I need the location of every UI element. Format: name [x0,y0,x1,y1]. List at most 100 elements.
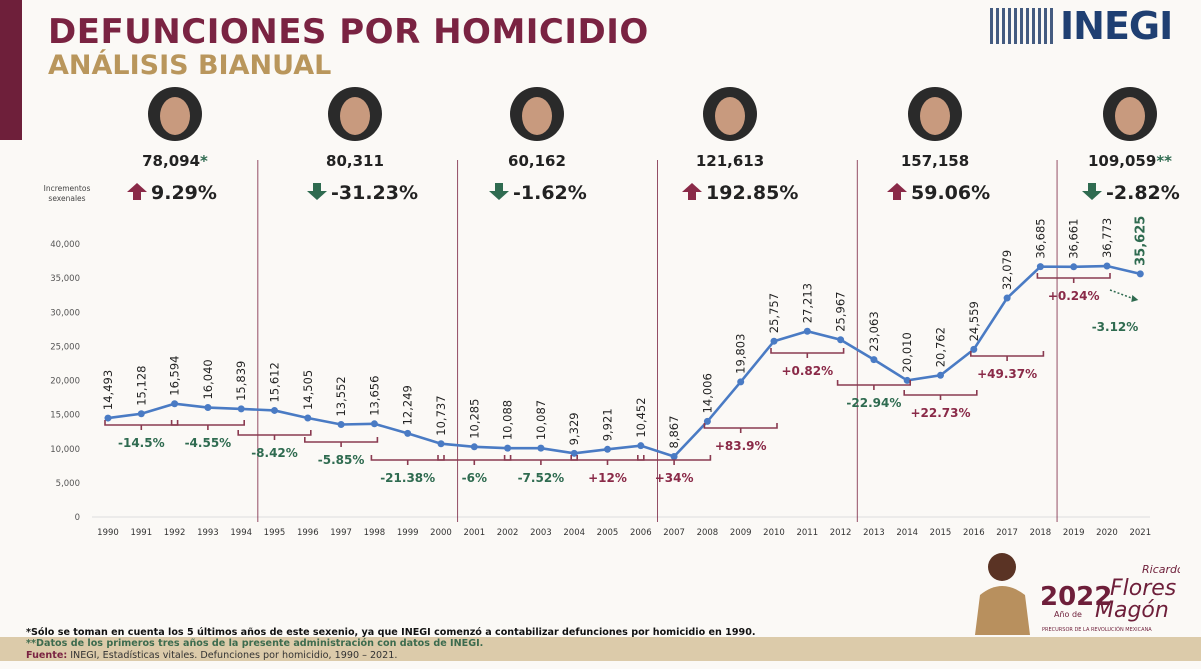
x-tick-label: 2003 [530,528,552,538]
x-tick-label: 1992 [164,528,186,538]
president-face [160,97,190,135]
x-tick-label: 2017 [996,528,1018,538]
change-label: -21.38% [380,471,435,485]
x-tick-label: 2021 [1129,528,1151,538]
source-label: Fuente: [26,650,68,661]
data-point [271,406,278,414]
data-label: 24,559 [967,301,981,341]
data-point [437,440,445,448]
y-tick-label: 0 [75,513,80,523]
page-title: DEFUNCIONES POR HOMICIDIO [48,12,649,52]
president-card: 121,613 192.85% [682,87,798,204]
data-point [903,376,911,384]
data-point [304,414,312,422]
svg-text:Magón: Magón [1095,598,1169,623]
data-point [137,410,145,418]
change-bracket [903,390,978,400]
x-tick-label: 1994 [230,528,252,538]
data-label: 8,867 [667,416,681,449]
data-label: 36,773 [1100,218,1114,258]
change-label: -22.94% [846,396,901,410]
president-face [920,97,950,135]
total-value: 80,311 [326,152,384,170]
sexenio-total: 80,311 [326,152,384,170]
change-bracket [1036,273,1111,283]
data-label: 36,685 [1033,218,1047,258]
svg-text:2022: 2022 [1040,582,1112,612]
x-tick-label: 2005 [597,528,619,538]
sexenio-total: 157,158 [901,152,969,170]
president-card: 78,094* 9.29% [127,87,217,204]
president-card: 80,311 -31.23% [307,87,418,204]
data-point [1070,263,1078,271]
y-tick-label: 40,000 [50,240,80,250]
data-point [937,371,944,379]
data-label: 10,452 [634,397,648,437]
arrow-up-icon [127,183,147,200]
data-label: 10,088 [501,400,515,440]
data-label: 14,006 [700,373,714,413]
sexenio-total: 109,059** [1088,152,1172,170]
inegi-logo-mark [990,8,1054,44]
x-tick-label: 1998 [364,528,386,538]
change-label: +12% [588,471,627,485]
change-bracket [237,430,312,440]
data-point [837,336,845,344]
data-point [104,414,112,422]
data-point [1103,262,1111,270]
data-point [604,445,611,453]
change-bracket [770,348,845,358]
sexenio-total: 60,162 [508,152,566,170]
change-label: -14.5% [118,436,165,450]
x-tick-label: 2020 [1096,528,1118,538]
footnote-1: *Sólo se toman en cuenta los 5 últimos a… [26,627,756,638]
sexenal-label-word: sexenales [48,194,85,203]
x-tick-label: 2011 [796,528,818,538]
arrow-down-icon [1082,183,1102,200]
data-label: 13,552 [334,376,348,416]
x-tick-label: 2010 [763,528,785,538]
data-label: 15,612 [268,362,282,402]
total-value: 157,158 [901,152,969,170]
arrow-down-icon [489,183,509,200]
data-label: 19,803 [734,334,748,374]
total-value: 60,162 [508,152,566,170]
president-card: 109,059** -2.82% [1082,87,1180,204]
x-tick-label: 2001 [463,528,485,538]
x-tick-label: 1999 [397,528,419,538]
data-label: 12,249 [401,385,415,425]
flores-magon-badge: 2022 Año de Ricardo Flores Magón PRECURS… [975,553,1180,635]
change-bracket [503,455,578,465]
data-point [737,378,745,386]
president-card: 60,162 -1.62% [489,87,587,204]
change-label: -5.85% [318,453,365,467]
y-tick-label: 35,000 [50,274,80,284]
footnote-2: **Datos de los primeros tres años de la … [26,638,484,649]
x-tick-label: 1993 [197,528,219,538]
arrow-up-icon [682,183,702,200]
x-tick-label: 1997 [330,528,352,538]
data-point [770,337,778,345]
svg-text:Ricardo: Ricardo [1142,563,1180,576]
data-label: 15,128 [134,366,148,406]
change-label: -4.55% [185,436,232,450]
x-tick-label: 2008 [697,528,719,538]
sexenio-change: -2.82% [1106,182,1180,204]
y-tick-label: 25,000 [50,342,80,352]
data-label: 10,737 [434,395,448,435]
x-tick-label: 2007 [663,528,685,538]
x-tick-label: 2012 [830,528,852,538]
x-tick-label: 2016 [963,528,985,538]
data-point [1036,263,1044,271]
left-accent-bar [0,0,22,140]
data-point [570,449,578,457]
x-tick-label: 2019 [1063,528,1085,538]
change-label: +49.37% [977,367,1037,381]
sexenio-total: 121,613 [696,152,764,170]
data-label: 20,010 [900,332,914,372]
data-point [1136,270,1144,278]
y-tick-label: 10,000 [50,445,80,455]
source-text: INEGI, Estadísticas vitales. Defunciones… [67,650,398,661]
y-tick-label: 30,000 [50,308,80,318]
data-label: 14,505 [301,370,315,410]
